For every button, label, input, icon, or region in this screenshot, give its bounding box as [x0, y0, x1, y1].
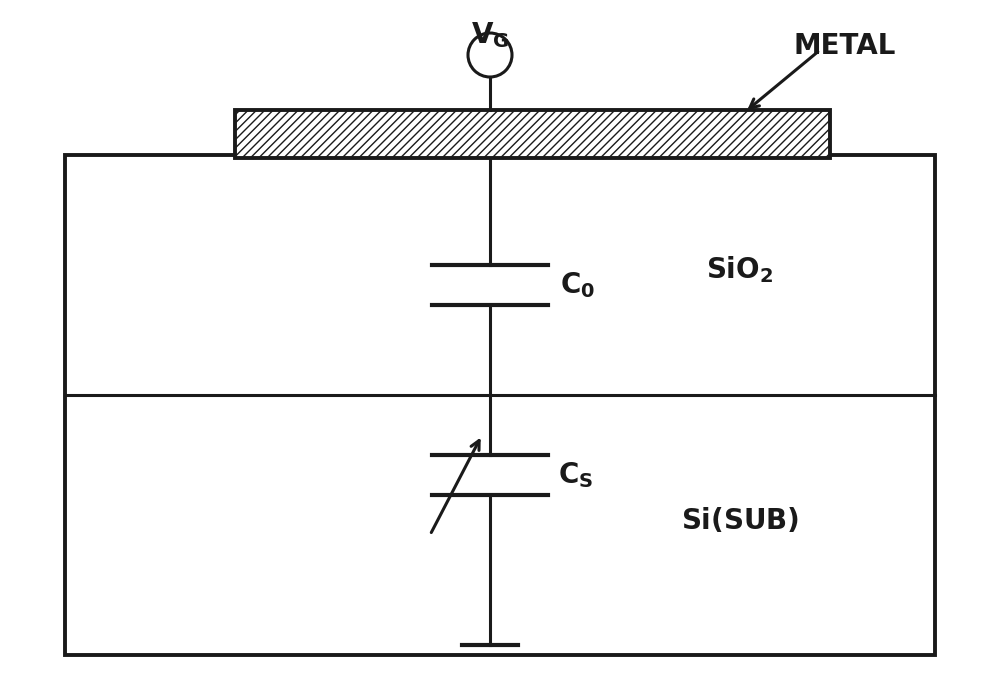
- Text: $\mathbf{V_G}$: $\mathbf{V_G}$: [471, 20, 509, 50]
- Text: METAL: METAL: [794, 32, 896, 60]
- Text: $\mathbf{SiO_2}$: $\mathbf{SiO_2}$: [706, 254, 774, 286]
- Text: $\mathbf{Si(SUB)}$: $\mathbf{Si(SUB)}$: [681, 505, 799, 534]
- Bar: [65, 155, 935, 655]
- Circle shape: [468, 33, 512, 77]
- Text: $\mathbf{C_0}$: $\mathbf{C_0}$: [560, 270, 595, 300]
- Text: $\mathbf{C_S}$: $\mathbf{C_S}$: [558, 460, 593, 490]
- Bar: [235, 110, 830, 158]
